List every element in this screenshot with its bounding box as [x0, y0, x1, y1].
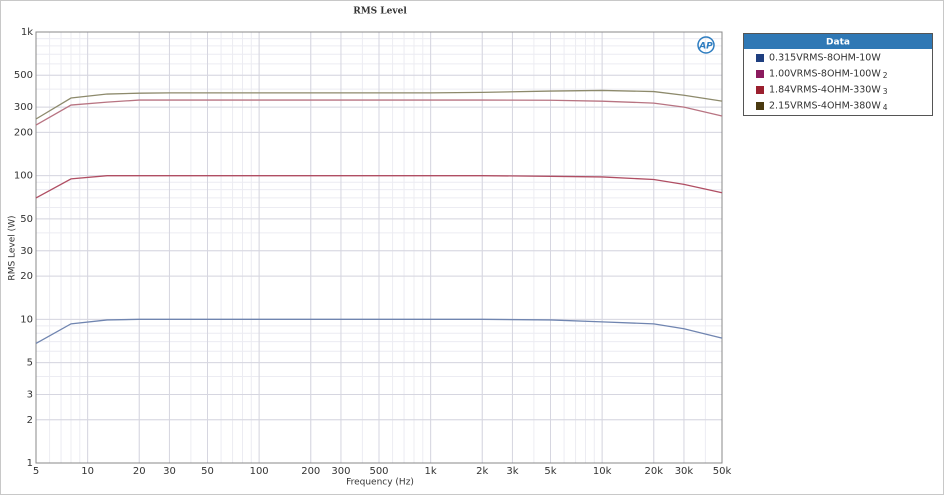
x-tick-label: 10: [81, 466, 94, 477]
legend-swatch: [756, 54, 764, 62]
series-line: [35, 318, 723, 344]
x-tick-label: 30: [163, 466, 176, 477]
legend-suffix: 3: [883, 87, 888, 96]
x-tick-label: 30k: [675, 466, 694, 477]
x-tick-label: 50: [201, 466, 214, 477]
y-tick-label: 10: [20, 314, 33, 325]
y-axis-label: RMS Level (W): [8, 215, 18, 280]
y-tick-label: 1: [27, 458, 33, 469]
y-tick-label: 3: [27, 389, 33, 400]
series-line: [35, 89, 723, 120]
y-tick-label: 500: [14, 70, 33, 81]
legend: Data 0.315VRMS-8OHM-10W 1.00VRMS-8OHM-100…: [743, 33, 933, 116]
legend-label: 2.15VRMS-4OHM-380W: [769, 101, 881, 112]
legend-header: [744, 34, 932, 49]
chart-title: RMS Level: [353, 7, 407, 17]
x-tick-label: 5: [33, 466, 39, 477]
legend-suffix: 2: [883, 71, 888, 80]
series-line: [35, 99, 723, 126]
legend-label: 1.84VRMS-4OHM-330W: [769, 85, 881, 96]
y-tick-label: 20: [20, 271, 33, 282]
x-tick-label: 500: [369, 466, 388, 477]
legend-label: 0.315VRMS-8OHM-10W: [769, 53, 881, 64]
plot: 5 10 20 30 50 100 200 300 500 1k 2k 3k 5k 10k 20k 30k 50…: [14, 27, 732, 477]
x-tick-label: 2k: [476, 466, 488, 477]
y-tick-label: 1k: [21, 27, 33, 38]
y-tick-label: 50: [20, 214, 33, 225]
x-tick-label: 10k: [593, 466, 612, 477]
series-line: [35, 175, 723, 199]
x-tick-label: 200: [301, 466, 320, 477]
x-tick-label: 5k: [544, 466, 556, 477]
x-tick-label: 1k: [425, 466, 437, 477]
x-tick-label: 50k: [713, 466, 732, 477]
x-axis-label: Frequency (Hz): [346, 478, 414, 488]
x-tick-label: 20k: [644, 466, 663, 477]
y-tick-label: 2: [27, 415, 33, 426]
logo-ring: [697, 36, 715, 54]
x-tick-label: 300: [331, 466, 350, 477]
y-tick-label: 300: [14, 102, 33, 113]
x-tick-label: 3k: [506, 466, 518, 477]
logo-text: AP: [698, 42, 713, 52]
legend-suffix: 4: [883, 103, 888, 112]
logo: AP: [697, 36, 715, 54]
y-tick-label: 30: [20, 246, 33, 257]
x-tick-label: 20: [133, 466, 146, 477]
x-tick-label: 100: [250, 466, 269, 477]
y-tick-label: 100: [14, 171, 33, 182]
y-tick-label: 5: [27, 358, 33, 369]
legend-swatch: [756, 70, 764, 78]
y-tick-label: 200: [14, 127, 33, 138]
legend-label: 1.00VRMS-8OHM-100W: [769, 69, 881, 80]
legend-swatch: [756, 86, 764, 94]
legend-title: Data: [826, 38, 850, 48]
plot-border: [35, 31, 723, 464]
legend-swatch: [756, 102, 764, 110]
